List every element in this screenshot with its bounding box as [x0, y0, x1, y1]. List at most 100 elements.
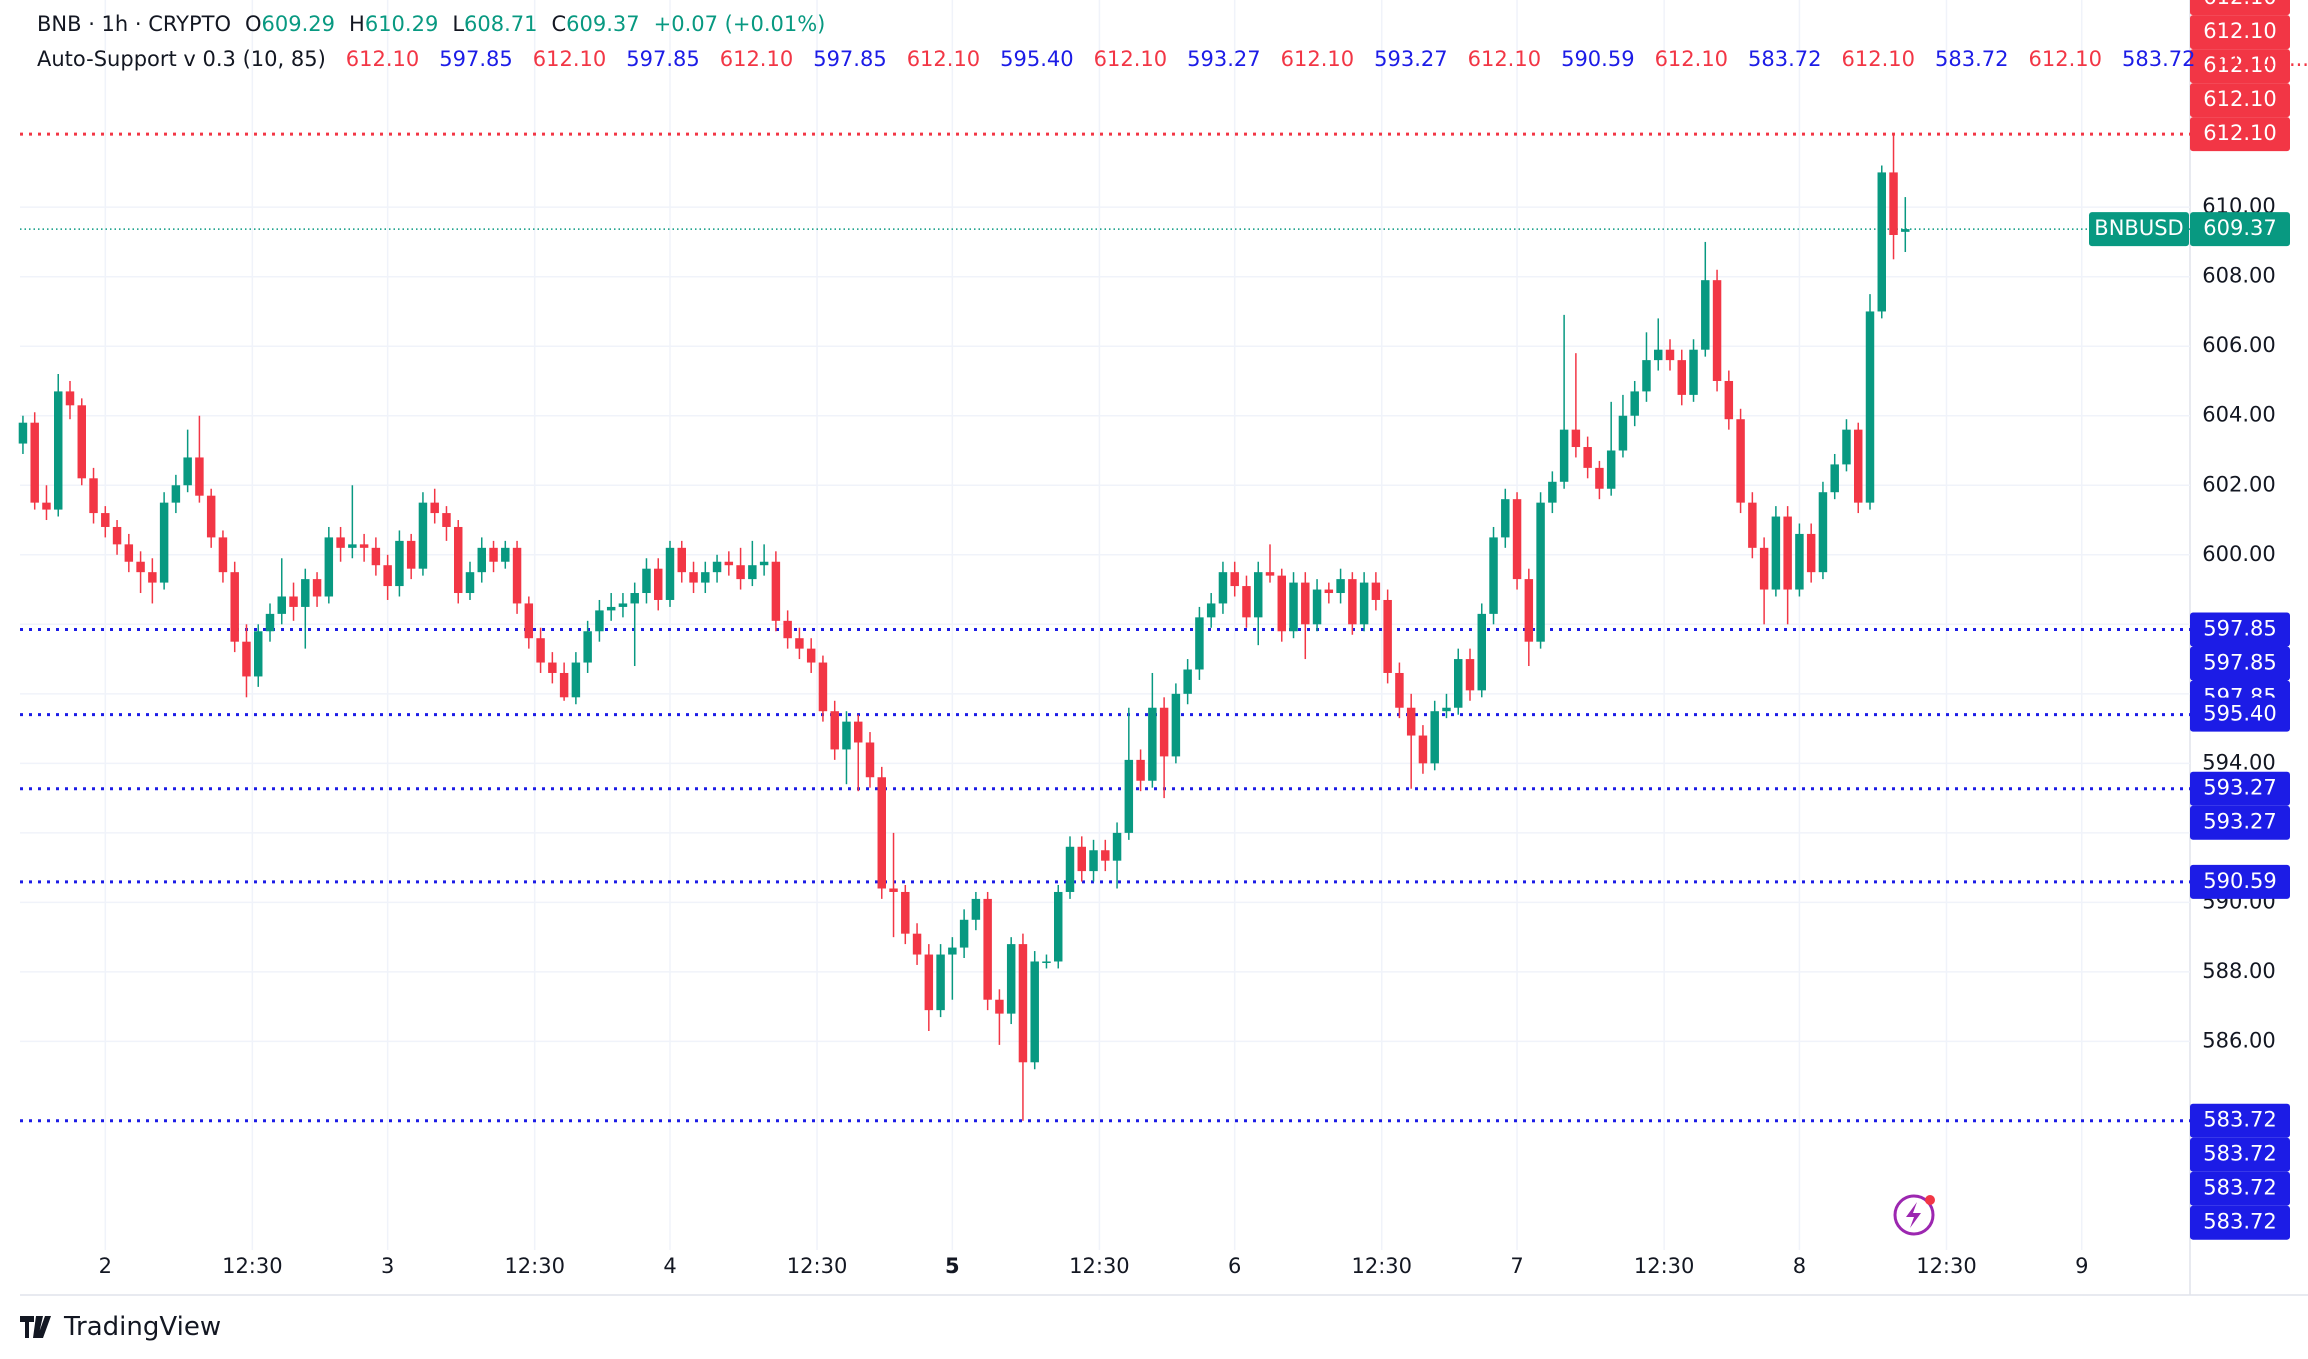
- candle-body: [1324, 589, 1334, 594]
- x-tick-label: 4: [663, 1254, 676, 1278]
- price-label-box: [2190, 646, 2290, 681]
- candle-body: [1795, 533, 1804, 590]
- candle-body: [1559, 429, 1569, 482]
- indicator-value: 593.27: [1187, 47, 1261, 71]
- candle-body: [42, 502, 51, 510]
- candle-body: [348, 544, 357, 548]
- price-label: 612.10: [2203, 53, 2276, 77]
- indicator-value: 597.85: [626, 47, 700, 71]
- candle-body: [1136, 759, 1145, 781]
- candle-body: [312, 579, 322, 597]
- candle-body: [724, 561, 734, 566]
- candle-body: [1877, 172, 1886, 312]
- candle-body: [806, 648, 816, 663]
- candle-body: [406, 540, 416, 569]
- ohlc-item: C609.37: [552, 12, 640, 36]
- candle-body: [818, 662, 828, 712]
- candle-body: [606, 606, 616, 611]
- replay-icon-dot: [1925, 1195, 1935, 1205]
- price-label: 612.10: [2203, 19, 2276, 43]
- candle-body: [218, 537, 228, 573]
- last-price-symbol-box: [2089, 212, 2189, 247]
- candle-body: [642, 568, 651, 594]
- ohlc-item: L608.71: [452, 12, 537, 36]
- candle-body: [1171, 693, 1181, 757]
- candle-body: [936, 954, 945, 1011]
- y-tick-label: 600.00: [2202, 542, 2275, 566]
- candle-body: [442, 513, 451, 527]
- candle-body: [1889, 172, 1898, 235]
- price-label-box: [2190, 612, 2290, 647]
- price-label: 595.40: [2203, 702, 2276, 726]
- candle-body: [654, 568, 663, 600]
- candle-body: [1771, 516, 1781, 590]
- candle-body: [230, 572, 239, 642]
- candle-body: [1312, 589, 1322, 625]
- price-label: 612.10: [2203, 0, 2276, 9]
- candle-body: [289, 596, 298, 607]
- candle-body: [159, 502, 169, 583]
- indicator-value: 583.72: [1935, 47, 2009, 71]
- x-tick-label: 12:30: [222, 1254, 283, 1278]
- candle-body: [371, 547, 381, 566]
- candle-body: [583, 631, 592, 663]
- candle-body: [1230, 572, 1239, 587]
- candle-body: [559, 672, 569, 698]
- candle-body: [265, 613, 275, 632]
- candle-body: [301, 579, 310, 607]
- y-tick-label: 608.00: [2202, 264, 2275, 288]
- price-label: 583.72: [2203, 1210, 2276, 1234]
- footer: TradingView: [20, 1312, 221, 1342]
- candle-body: [171, 485, 181, 503]
- candle-body: [383, 565, 392, 587]
- candle-body: [124, 544, 134, 562]
- candle-body: [1030, 961, 1039, 1063]
- candle-body: [912, 933, 922, 955]
- candle-body: [1218, 572, 1228, 604]
- candle-body: [1418, 735, 1428, 764]
- candle-body: [842, 721, 851, 750]
- candle-body: [1265, 572, 1275, 576]
- candle-body: [1006, 944, 1016, 1014]
- candle-body: [1348, 579, 1357, 625]
- replay-icon: [1893, 1194, 1935, 1236]
- candle-body: [548, 662, 557, 673]
- replay-icon-bolt: [1906, 1202, 1921, 1228]
- candle-body: [1854, 429, 1863, 503]
- candle-body: [1548, 481, 1557, 503]
- indicator-value: 612.10...: [2215, 47, 2308, 71]
- candle-body: [1818, 492, 1828, 573]
- candle-body: [771, 561, 781, 621]
- indicator-value: 612.10: [345, 47, 420, 71]
- x-tick-label: 9: [2075, 1254, 2088, 1278]
- candle-body: [1665, 349, 1675, 361]
- x-tick-label: 8: [1793, 1254, 1806, 1278]
- indicator-value: 597.85: [439, 47, 513, 71]
- candle-body: [1430, 711, 1439, 764]
- price-label-box: [2190, 805, 2290, 840]
- candle-body: [783, 620, 792, 639]
- candle-body: [1395, 672, 1404, 708]
- price-label: 597.85: [2203, 651, 2276, 675]
- indicator-value: 583.72: [1748, 47, 1822, 71]
- candle-body: [959, 919, 969, 948]
- candle-body: [1336, 579, 1345, 594]
- candle-body: [1524, 579, 1534, 642]
- candle-body: [1724, 380, 1734, 420]
- candle-body: [1677, 360, 1686, 395]
- price-label: 583.72: [2203, 1142, 2276, 1166]
- x-tick-label: 6: [1228, 1254, 1241, 1278]
- candle-body: [901, 891, 910, 934]
- candle-body: [1806, 533, 1816, 573]
- indicator-value: 612.10: [719, 47, 794, 71]
- candle-body: [677, 547, 686, 573]
- indicator-value: 590.59: [1561, 47, 1635, 71]
- candle-body: [1630, 391, 1639, 416]
- candle-body: [1748, 502, 1757, 548]
- y-tick-label: 606.00: [2202, 333, 2275, 357]
- ohlc-key: L: [452, 12, 465, 36]
- candle-body: [489, 547, 498, 562]
- candle-body: [1254, 572, 1263, 618]
- price-label-box: [2190, 1171, 2290, 1206]
